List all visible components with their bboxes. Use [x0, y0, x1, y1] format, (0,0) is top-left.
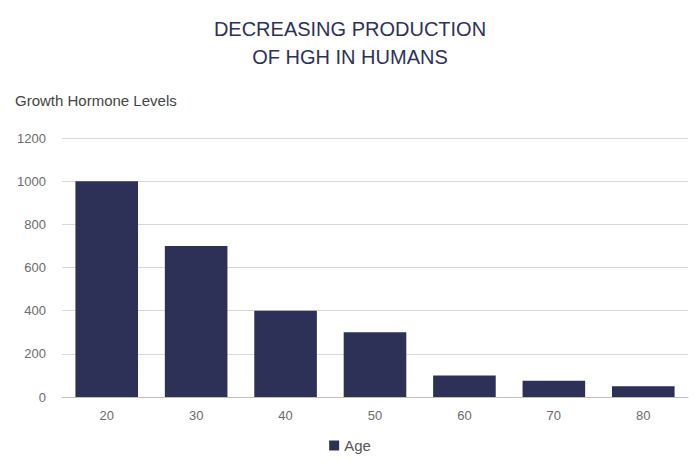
- svg-text:600: 600: [24, 260, 46, 275]
- svg-text:800: 800: [24, 217, 46, 232]
- svg-text:50: 50: [368, 408, 382, 423]
- svg-text:70: 70: [547, 408, 561, 423]
- svg-text:1000: 1000: [17, 174, 46, 189]
- svg-text:DECREASING PRODUCTION: DECREASING PRODUCTION: [214, 18, 486, 40]
- svg-text:40: 40: [278, 408, 292, 423]
- svg-text:200: 200: [24, 346, 46, 361]
- svg-text:1200: 1200: [17, 131, 46, 146]
- svg-text:Age: Age: [344, 437, 371, 454]
- svg-text:OF HGH IN HUMANS: OF HGH IN HUMANS: [252, 46, 448, 68]
- svg-text:Growth Hormone Levels: Growth Hormone Levels: [15, 92, 177, 109]
- svg-text:60: 60: [457, 408, 471, 423]
- svg-text:20: 20: [99, 408, 113, 423]
- svg-text:0: 0: [39, 390, 46, 405]
- svg-text:80: 80: [636, 408, 650, 423]
- svg-text:30: 30: [189, 408, 203, 423]
- svg-text:400: 400: [24, 303, 46, 318]
